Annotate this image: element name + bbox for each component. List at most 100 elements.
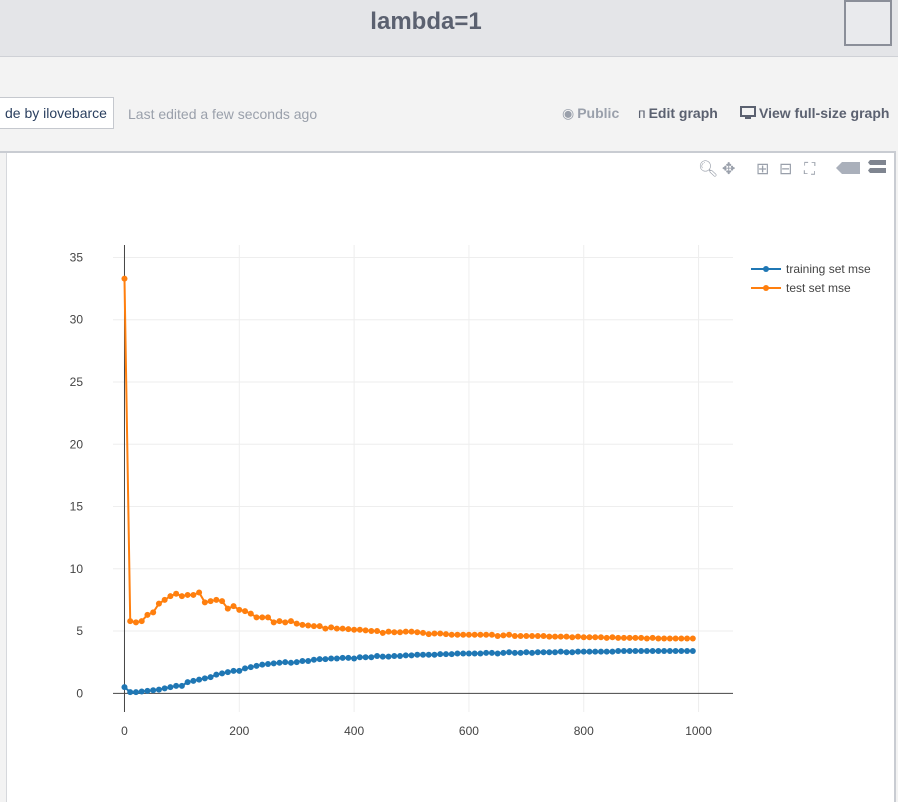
data-point[interactable] bbox=[253, 614, 260, 621]
data-point[interactable] bbox=[408, 652, 415, 659]
data-point[interactable] bbox=[190, 677, 197, 684]
data-point[interactable] bbox=[684, 635, 691, 642]
data-point[interactable] bbox=[385, 628, 392, 635]
data-point[interactable] bbox=[603, 648, 610, 655]
data-point[interactable] bbox=[397, 629, 404, 636]
data-point[interactable] bbox=[672, 635, 679, 642]
data-point[interactable] bbox=[465, 631, 472, 638]
data-point[interactable] bbox=[201, 675, 208, 682]
data-point[interactable] bbox=[672, 647, 679, 654]
window-control-box[interactable] bbox=[844, 0, 892, 46]
data-point[interactable] bbox=[236, 667, 243, 674]
data-point[interactable] bbox=[471, 650, 478, 657]
data-point[interactable] bbox=[557, 633, 564, 640]
data-point[interactable] bbox=[454, 650, 461, 657]
data-point[interactable] bbox=[460, 631, 467, 638]
data-point[interactable] bbox=[689, 635, 696, 642]
data-point[interactable] bbox=[287, 659, 294, 666]
data-point[interactable] bbox=[230, 603, 237, 610]
data-point[interactable] bbox=[666, 647, 673, 654]
hover-closest-icon[interactable] bbox=[836, 160, 860, 180]
data-point[interactable] bbox=[529, 649, 536, 656]
data-point[interactable] bbox=[649, 647, 656, 654]
data-point[interactable] bbox=[379, 653, 386, 660]
data-point[interactable] bbox=[552, 649, 559, 656]
data-point[interactable] bbox=[247, 664, 254, 671]
data-point[interactable] bbox=[201, 599, 208, 606]
data-point[interactable] bbox=[414, 629, 421, 636]
view-full-size-link[interactable]: View full-size graph bbox=[740, 105, 889, 121]
data-point[interactable] bbox=[661, 647, 668, 654]
data-point[interactable] bbox=[328, 624, 335, 631]
data-point[interactable] bbox=[420, 651, 426, 658]
data-point[interactable] bbox=[253, 662, 260, 669]
data-point[interactable] bbox=[609, 648, 616, 655]
zoom-in-icon[interactable]: ⊞ bbox=[756, 161, 770, 178]
data-point[interactable] bbox=[511, 649, 518, 656]
data-point[interactable] bbox=[517, 649, 524, 656]
data-point[interactable] bbox=[661, 635, 668, 642]
data-point[interactable] bbox=[655, 647, 662, 654]
data-point[interactable] bbox=[632, 634, 639, 641]
data-point[interactable] bbox=[276, 659, 283, 666]
data-point[interactable] bbox=[632, 647, 639, 654]
pan-icon[interactable]: ✥ bbox=[722, 161, 736, 178]
data-point[interactable] bbox=[391, 629, 398, 636]
data-point[interactable] bbox=[603, 634, 610, 641]
data-point[interactable] bbox=[649, 634, 656, 641]
data-point[interactable] bbox=[144, 611, 151, 618]
data-point[interactable] bbox=[615, 647, 622, 654]
data-point[interactable] bbox=[265, 661, 271, 668]
data-point[interactable] bbox=[506, 649, 513, 656]
data-point[interactable] bbox=[615, 634, 622, 641]
data-point[interactable] bbox=[643, 647, 650, 654]
data-point[interactable] bbox=[494, 650, 501, 657]
data-point[interactable] bbox=[333, 625, 340, 632]
data-point[interactable] bbox=[552, 633, 559, 640]
data-point[interactable] bbox=[620, 634, 627, 641]
data-point[interactable] bbox=[477, 650, 484, 657]
legend[interactable]: training set mse test set mse bbox=[751, 262, 871, 295]
data-point[interactable] bbox=[523, 633, 530, 640]
data-point[interactable] bbox=[437, 630, 444, 637]
data-point[interactable] bbox=[196, 676, 203, 683]
data-point[interactable] bbox=[626, 634, 633, 641]
data-point[interactable] bbox=[161, 685, 168, 692]
data-point[interactable] bbox=[534, 649, 541, 656]
data-point[interactable] bbox=[408, 628, 415, 635]
data-point[interactable] bbox=[351, 626, 358, 633]
data-point[interactable] bbox=[437, 651, 444, 658]
data-point[interactable] bbox=[144, 687, 151, 694]
data-point[interactable] bbox=[127, 618, 134, 625]
data-point[interactable] bbox=[173, 682, 180, 689]
data-point[interactable] bbox=[586, 648, 593, 655]
data-point[interactable] bbox=[293, 620, 300, 627]
data-point[interactable] bbox=[121, 684, 128, 691]
data-point[interactable] bbox=[299, 657, 306, 664]
data-point[interactable] bbox=[448, 631, 455, 638]
data-point[interactable] bbox=[333, 655, 340, 662]
hover-compare-icon[interactable] bbox=[868, 160, 886, 180]
data-point[interactable] bbox=[167, 593, 174, 600]
data-point[interactable] bbox=[609, 634, 616, 641]
data-point[interactable] bbox=[488, 649, 495, 656]
data-point[interactable] bbox=[575, 633, 581, 640]
data-point[interactable] bbox=[345, 654, 352, 661]
data-point[interactable] bbox=[196, 589, 203, 596]
data-point[interactable] bbox=[356, 626, 363, 633]
data-point[interactable] bbox=[580, 634, 587, 641]
data-point[interactable] bbox=[425, 651, 432, 658]
data-point[interactable] bbox=[592, 648, 599, 655]
data-point[interactable] bbox=[161, 596, 168, 603]
data-point[interactable] bbox=[488, 631, 495, 638]
data-point[interactable] bbox=[506, 631, 513, 638]
data-point[interactable] bbox=[178, 682, 185, 689]
data-point[interactable] bbox=[339, 654, 346, 661]
data-point[interactable] bbox=[557, 648, 564, 655]
data-point[interactable] bbox=[575, 648, 581, 655]
data-point[interactable] bbox=[448, 651, 455, 658]
data-point[interactable] bbox=[569, 634, 576, 641]
data-point[interactable] bbox=[529, 633, 536, 640]
data-point[interactable] bbox=[184, 679, 191, 686]
data-point[interactable] bbox=[207, 674, 214, 681]
